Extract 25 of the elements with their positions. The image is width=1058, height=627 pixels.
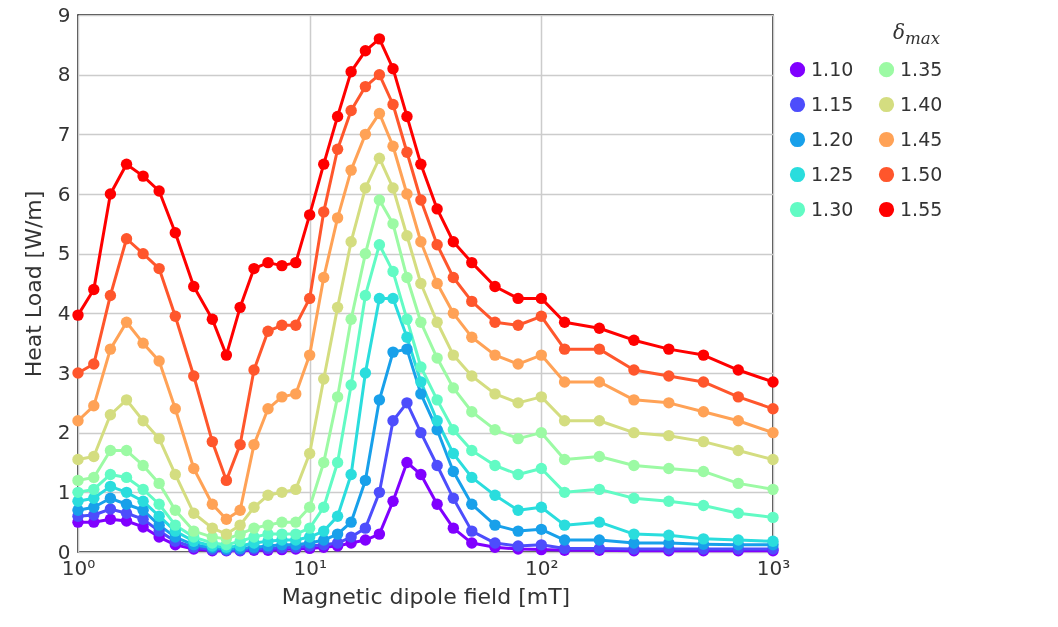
y-tick-label: 6 xyxy=(57,181,71,206)
legend-label: 1.25 xyxy=(811,162,854,185)
legend-label: 1.35 xyxy=(900,57,943,80)
y-tick-label: 7 xyxy=(57,121,71,146)
x-tick-label: 10¹ xyxy=(293,555,327,580)
y-tick-label: 2 xyxy=(57,420,71,445)
x-axis-title: Magnetic dipole field [mT] xyxy=(281,583,571,609)
legend-label: 1.15 xyxy=(811,92,854,115)
y-tick-label: 8 xyxy=(57,62,71,87)
y-tick-label: 5 xyxy=(57,241,71,266)
legend-label: 1.40 xyxy=(900,92,943,115)
x-tick-label: 10² xyxy=(525,555,559,580)
legend-label: 1.30 xyxy=(811,197,854,220)
y-tick-label: 4 xyxy=(57,300,71,325)
legend-title: δ$_{max}$ xyxy=(893,20,941,48)
y-tick-label: 1 xyxy=(57,479,71,504)
y-tick-label: 9 xyxy=(57,2,71,27)
y-axis-title: Heat Load [W/m] xyxy=(20,190,46,378)
y-tick-label: 3 xyxy=(57,360,71,385)
legend-label: 1.10 xyxy=(811,57,854,80)
x-tick-label: 10³ xyxy=(756,555,791,580)
legend-label: 1.20 xyxy=(811,127,854,150)
legend-label: 1.50 xyxy=(900,162,943,185)
legend-label: 1.45 xyxy=(900,127,943,150)
legend-label: 1.55 xyxy=(900,197,943,220)
